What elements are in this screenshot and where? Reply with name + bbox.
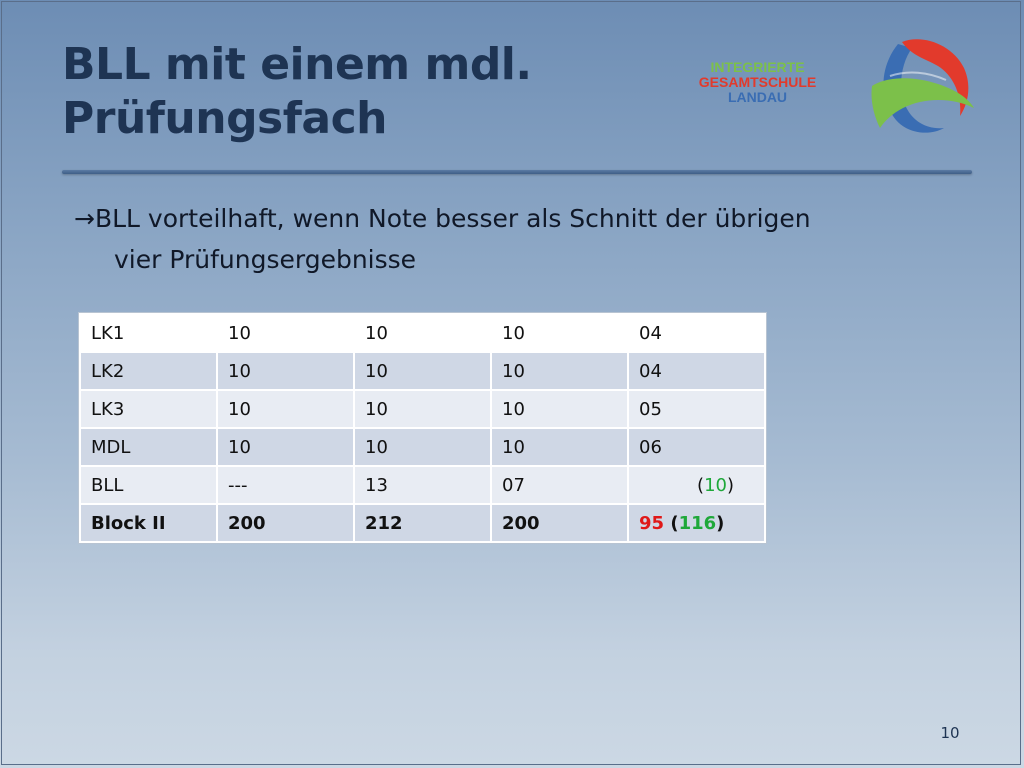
table-cell: 10 (353, 389, 492, 429)
paren-close: ) (716, 512, 725, 534)
bullet-line-1-text: BLL vorteilhaft, wenn Note besser als Sc… (94, 204, 811, 233)
block-value-green: 116 (678, 512, 717, 534)
table-cell: Block II (79, 503, 218, 543)
table-row: LK2 10 10 10 04 (79, 351, 766, 391)
table-cell: 200 (216, 503, 355, 543)
school-name-line-1: INTEGRIERTE (710, 59, 805, 75)
school-name: INTEGRIERTE GESAMTSCHULE LANDAU (680, 60, 835, 105)
title-line-1: BLL mit einem mdl. (62, 39, 532, 90)
table-cell: 10 (353, 313, 492, 353)
school-name-line-3: LANDAU (727, 89, 788, 105)
table-cell: 10 (353, 427, 492, 467)
table-cell: 10 (490, 351, 629, 391)
table-cell: 10 (490, 313, 629, 353)
table-cell: LK2 (79, 351, 218, 391)
table-cell: 13 (353, 465, 492, 505)
table-row: Block II 200 212 200 95 (116) (79, 503, 766, 543)
table-cell: 200 (490, 503, 629, 543)
table-cell: (10) (627, 465, 766, 505)
table-cell: --- (216, 465, 355, 505)
school-logo-icon (871, 39, 974, 133)
table-cell: 10 (490, 389, 629, 429)
bullet-line-1: →BLL vorteilhaft, wenn Note besser als S… (74, 198, 934, 239)
block-value-red: 95 (639, 512, 665, 534)
table-cell: 04 (627, 351, 766, 391)
table-row: LK1 10 10 10 04 (79, 313, 766, 353)
table-cell: 10 (490, 427, 629, 467)
grade-table: LK1 10 10 10 04 LK2 10 10 10 04 LK3 10 1… (79, 313, 766, 543)
paren-open: ( (697, 474, 705, 496)
table-cell: 10 (216, 313, 355, 353)
table-cell: 10 (216, 351, 355, 391)
table-cell: 06 (627, 427, 766, 467)
arrow-icon: → (74, 204, 95, 233)
table-cell: 212 (353, 503, 492, 543)
table-cell: 10 (216, 427, 355, 467)
table-cell: 10 (353, 351, 492, 391)
table-cell: 07 (490, 465, 629, 505)
title-divider (62, 170, 972, 174)
table-row: BLL --- 13 07 (10) (79, 465, 766, 505)
bullet-text: →BLL vorteilhaft, wenn Note besser als S… (74, 198, 934, 280)
table-cell: 95 (116) (627, 503, 766, 543)
table-cell: 04 (627, 313, 766, 353)
table-row: MDL 10 10 10 06 (79, 427, 766, 467)
table-row: LK3 10 10 10 05 (79, 389, 766, 429)
table-cell: BLL (79, 465, 218, 505)
bll-value-green: 10 (704, 474, 727, 496)
table-cell: 10 (216, 389, 355, 429)
table-cell: 05 (627, 389, 766, 429)
table-cell: MDL (79, 427, 218, 467)
bullet-line-2: vier Prüfungsergebnisse (114, 245, 417, 274)
title-line-2: Prüfungsfach (62, 93, 388, 144)
paren-close: ) (726, 474, 734, 496)
paren-open: ( (664, 512, 679, 534)
slide-title: BLL mit einem mdl. Prüfungsfach (62, 38, 662, 146)
table-cell: LK1 (79, 313, 218, 353)
page-number: 10 (940, 724, 960, 742)
school-name-line-2: GESAMTSCHULE (698, 74, 817, 90)
table-cell: LK3 (79, 389, 218, 429)
